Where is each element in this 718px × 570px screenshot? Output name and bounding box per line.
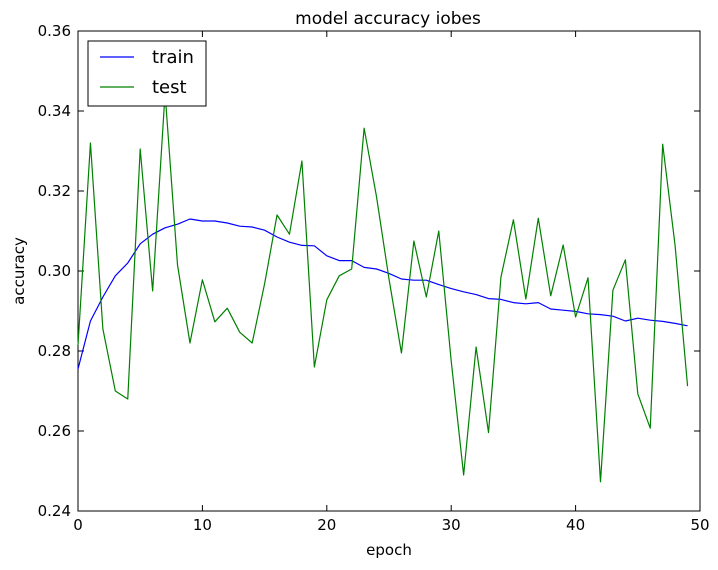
legend: train test (87, 40, 207, 107)
chart-title: model accuracy iobes (295, 9, 481, 29)
series-line-train (77, 218, 688, 370)
series-layer (77, 92, 689, 483)
x-tick-label: 50 (690, 516, 709, 534)
y-tick-label: 0.36 (38, 22, 71, 40)
y-tick-label: 0.24 (38, 502, 71, 520)
y-axis-title: accuracy (10, 237, 28, 305)
series-line-test (77, 92, 689, 483)
legend-box (87, 40, 207, 107)
y-axis: 0.24 0.26 0.28 0.30 0.32 0.34 0.36 (38, 22, 700, 520)
x-tick-label: 40 (566, 516, 585, 534)
x-tick-label: 20 (317, 516, 336, 534)
x-axis: 0 10 20 30 40 50 (73, 31, 710, 534)
x-tick-label: 10 (193, 516, 212, 534)
x-axis-title: epoch (366, 541, 412, 559)
legend-label-train: train (152, 47, 194, 68)
y-tick-label: 0.30 (38, 262, 71, 280)
y-tick-label: 0.34 (38, 102, 71, 120)
x-tick-label: 0 (73, 516, 83, 534)
y-tick-label: 0.32 (38, 182, 71, 200)
y-tick-label: 0.26 (38, 422, 71, 440)
legend-label-test: test (152, 77, 187, 98)
y-tick-label: 0.28 (38, 342, 71, 360)
x-tick-label: 30 (442, 516, 461, 534)
